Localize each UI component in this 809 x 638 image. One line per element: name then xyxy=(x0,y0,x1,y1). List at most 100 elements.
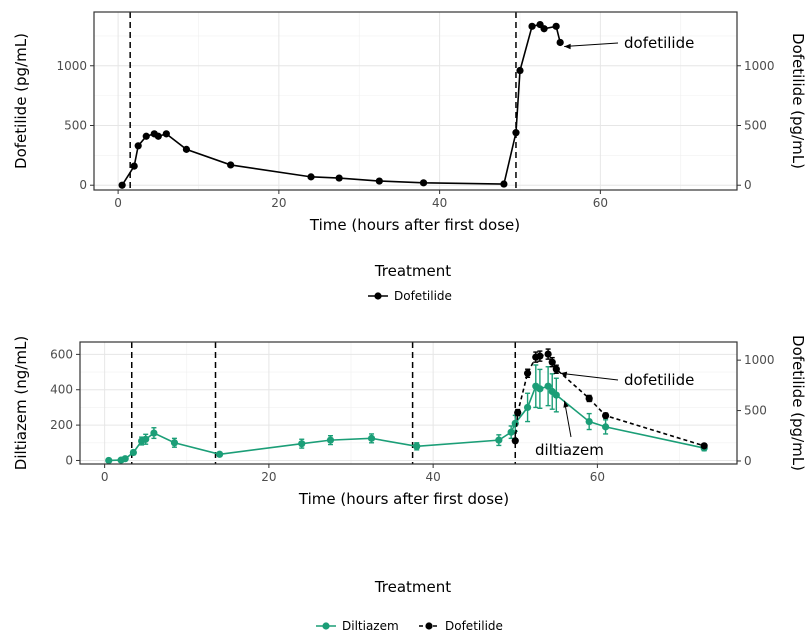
data-point xyxy=(511,419,519,427)
y2-axis-title: Dofetilide (pg/mL) xyxy=(789,335,807,471)
legend-label: Diltiazem xyxy=(342,619,399,633)
plot-background xyxy=(80,342,737,464)
data-point xyxy=(552,22,560,30)
data-point xyxy=(118,181,126,189)
data-point xyxy=(375,177,383,185)
x-tick-label: 40 xyxy=(425,470,440,484)
data-point xyxy=(130,162,138,170)
data-point xyxy=(536,385,544,393)
annotations: dofetilide diltiazem xyxy=(535,371,694,459)
data-point xyxy=(585,394,593,403)
y-tick-label: 500 xyxy=(64,118,87,132)
y-axis-title: Diltiazem (ng/mL) xyxy=(12,336,30,470)
data-point xyxy=(129,448,137,457)
y2-tick-label: 0 xyxy=(744,454,752,468)
annotation-arrow xyxy=(564,42,619,47)
legend-label: Dofetilide xyxy=(445,619,503,633)
data-point xyxy=(602,412,610,420)
data-point xyxy=(182,145,191,153)
data-point xyxy=(602,423,610,431)
y-tick-label: 0 xyxy=(79,178,87,192)
y-tick-label: 200 xyxy=(50,418,73,432)
data-point xyxy=(170,439,179,447)
annotation-label: diltiazem xyxy=(535,441,604,459)
y2-axis-title: Dofetilide (pg/mL) xyxy=(789,33,807,169)
x-tick-label: 20 xyxy=(261,470,276,484)
data-point xyxy=(495,436,503,444)
data-point xyxy=(419,179,428,187)
data-point xyxy=(511,437,519,445)
plot-border xyxy=(79,341,738,465)
annotation-label: dofetilide xyxy=(624,371,694,389)
grid-lines xyxy=(80,342,737,464)
plot-border xyxy=(93,11,738,191)
series-dofetilide xyxy=(118,20,564,189)
data-point xyxy=(544,382,552,390)
y2-tick-label: 1000 xyxy=(744,59,775,73)
legend-items: Dofetilide xyxy=(368,289,452,303)
data-point xyxy=(216,450,224,458)
y-tick-label: 1000 xyxy=(56,59,87,73)
annotation-arrowhead xyxy=(560,371,568,378)
x-tick-label: 0 xyxy=(114,196,122,210)
y-tick-label: 400 xyxy=(50,383,73,397)
dofetilide-chart-panel: 0 20 40 60 0 500 1000 0 500 1000 dofetilide Time … xyxy=(12,11,807,303)
plot-background xyxy=(94,12,737,190)
data-point xyxy=(162,130,170,138)
data-point xyxy=(552,391,560,399)
legend-key-point xyxy=(425,622,433,630)
x-tick-label: 20 xyxy=(271,196,286,210)
data-point xyxy=(150,429,158,437)
data-point xyxy=(298,440,306,448)
data-point xyxy=(335,174,343,182)
data-point xyxy=(413,442,421,450)
data-point xyxy=(544,350,552,358)
x-tick-label: 60 xyxy=(590,470,605,484)
annotation-arrow xyxy=(560,372,619,381)
data-point xyxy=(700,442,708,450)
y2-tick-label: 500 xyxy=(744,118,767,132)
data-point xyxy=(523,403,532,412)
grid-lines xyxy=(94,12,737,190)
data-point xyxy=(134,142,142,150)
y-tick-label: 0 xyxy=(65,453,73,467)
data-point xyxy=(552,365,560,373)
legend-items: Diltiazem Dofetilide xyxy=(316,619,503,633)
y-tick-label: 600 xyxy=(50,347,73,361)
x-tick-label: 0 xyxy=(101,470,109,484)
annotations: dofetilide xyxy=(564,34,694,52)
data-point xyxy=(121,455,129,463)
annotation-label: dofetilide xyxy=(624,34,694,52)
legend: Treatment Diltiazem Dofetilide xyxy=(316,578,503,633)
series-dofetilide xyxy=(511,348,708,450)
y2-tick-label: 500 xyxy=(744,404,767,418)
data-point xyxy=(556,38,564,47)
data-point xyxy=(326,436,335,444)
legend-key-point xyxy=(322,622,330,630)
series-layer xyxy=(118,20,564,189)
data-point xyxy=(507,428,515,436)
legend-title: Treatment xyxy=(374,262,451,280)
x-axis-title: Time (hours after first dose) xyxy=(309,216,520,234)
legend: Treatment Dofetilide xyxy=(368,262,452,303)
y-axis-title: Dofetilide (pg/mL) xyxy=(12,33,30,169)
x-axis-title: Time (hours after first dose) xyxy=(298,490,509,508)
annotation-arrowhead xyxy=(563,400,569,408)
data-point xyxy=(500,180,508,188)
data-point xyxy=(585,417,593,426)
annotation-arrowhead xyxy=(564,43,571,50)
data-point xyxy=(548,358,556,366)
legend-label: Dofetilide xyxy=(394,289,452,303)
x-tick-label: 40 xyxy=(432,196,447,210)
legend-title: Treatment xyxy=(374,578,451,596)
data-point xyxy=(523,369,532,377)
data-point xyxy=(367,434,376,442)
series-layer xyxy=(105,348,708,465)
y2-tick-label: 0 xyxy=(744,178,752,192)
data-point xyxy=(540,25,548,33)
data-point xyxy=(307,173,315,181)
data-point xyxy=(514,408,522,417)
data-point xyxy=(516,66,524,75)
